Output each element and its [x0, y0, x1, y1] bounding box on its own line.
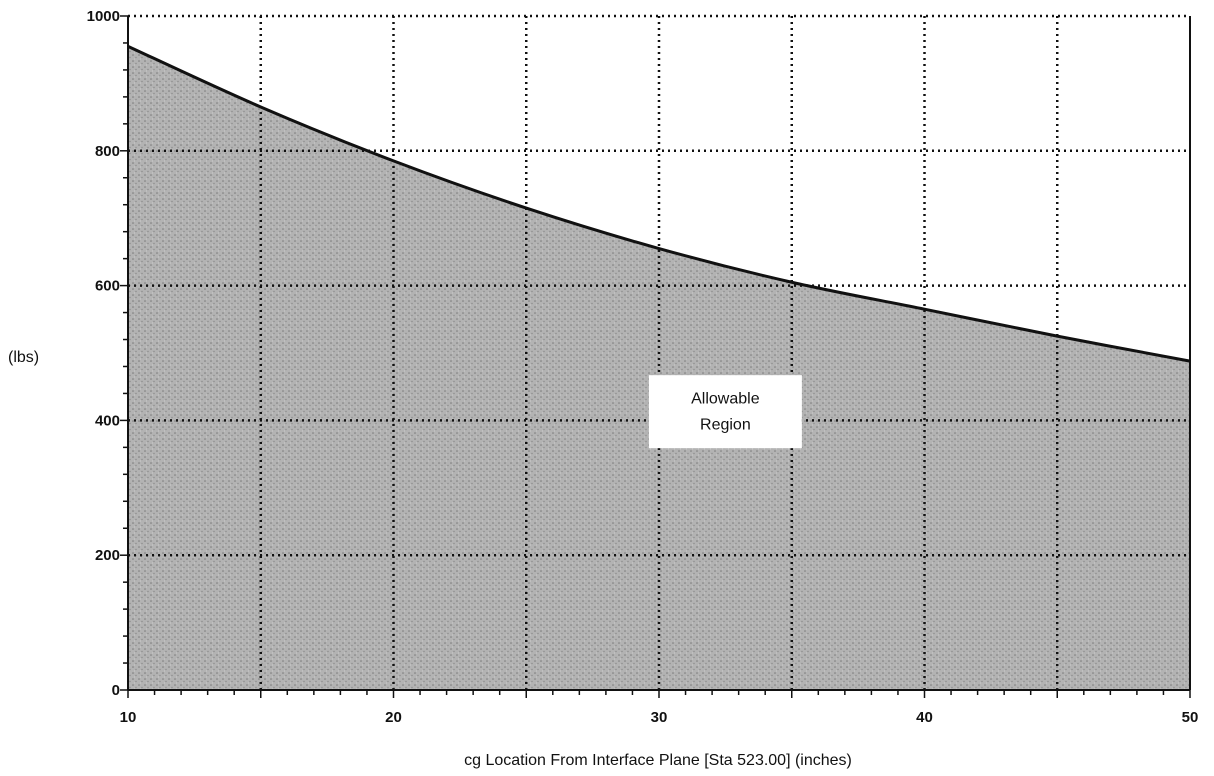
tick-labels: 10 20 30 40 50 0 200 400 600 800 1000 [87, 8, 1199, 726]
y-tick-label: 0 [112, 682, 120, 699]
y-tick-label: 1000 [87, 8, 120, 25]
y-axis-title: (lbs) [8, 349, 39, 366]
x-tick-label: 50 [1182, 709, 1199, 726]
allowable-limit-curve [127, 44, 1191, 363]
x-tick-label: 20 [385, 709, 402, 726]
x-axis-title: cg Location From Interface Plane [Sta 52… [464, 752, 852, 769]
gridlines [128, 14, 1190, 690]
x-tick-label: 30 [651, 709, 668, 726]
y-tick-label: 800 [95, 143, 120, 160]
y-tick-label: 200 [95, 547, 120, 564]
x-tick-label: 10 [120, 709, 137, 726]
y-tick-label: 400 [95, 412, 120, 429]
y-tick-label: 600 [95, 278, 120, 295]
x-tick-label: 40 [916, 709, 933, 726]
annotation-line-2: Region [700, 417, 751, 434]
allowable-region-annotation: Allowable Region [648, 375, 802, 449]
axes [120, 15, 1191, 698]
annotation-line-1: Allowable [691, 391, 760, 408]
annotation-box [648, 375, 802, 449]
allowable-region-area [128, 46, 1190, 690]
